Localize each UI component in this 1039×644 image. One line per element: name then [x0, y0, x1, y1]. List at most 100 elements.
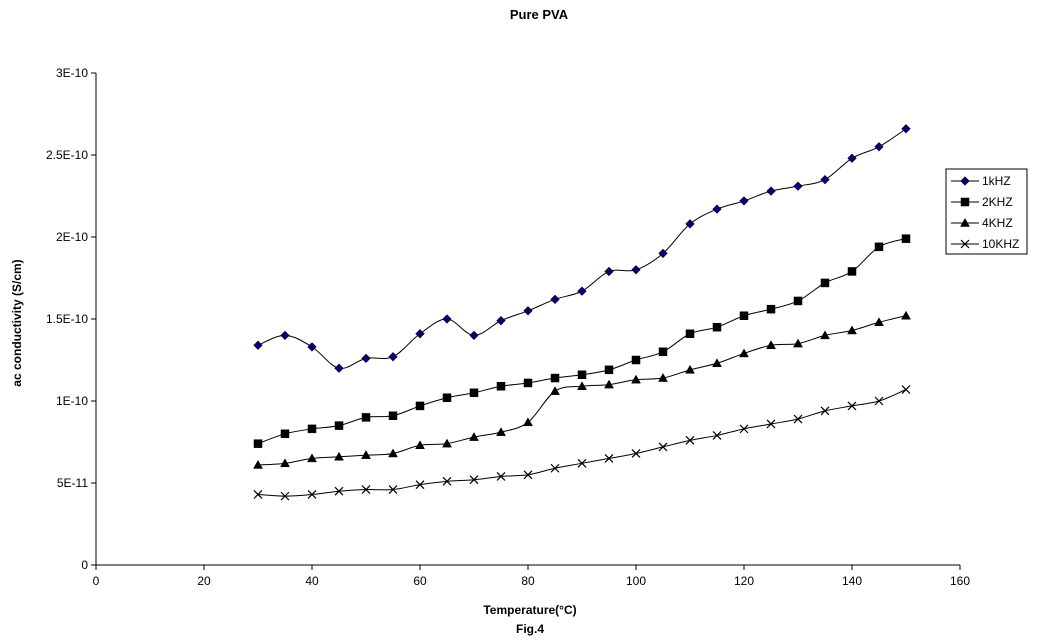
x-tick-label: 20 — [197, 574, 211, 588]
data-point — [388, 352, 398, 362]
data-point — [739, 196, 749, 206]
data-point — [361, 413, 371, 422]
data-point — [874, 317, 884, 327]
data-point — [280, 458, 290, 468]
data-point — [712, 431, 722, 440]
data-point — [766, 340, 776, 349]
y-tick-label: 0 — [81, 558, 88, 572]
data-point — [361, 353, 371, 363]
x-tick-label: 160 — [950, 574, 970, 588]
series-1kHZ — [253, 124, 911, 373]
y-tick-label: 5E-11 — [57, 476, 88, 490]
data-point — [847, 325, 857, 335]
legend-item: 4KHZ — [951, 216, 1013, 230]
data-point — [658, 373, 668, 382]
data-point — [415, 440, 425, 450]
x-tick-label: 60 — [413, 574, 427, 588]
data-point — [685, 364, 695, 374]
data-point — [901, 234, 911, 243]
data-point — [631, 265, 641, 275]
data-point — [577, 381, 587, 390]
data-point — [712, 322, 722, 332]
data-point — [577, 370, 587, 380]
data-point — [469, 388, 479, 398]
data-point — [874, 142, 884, 152]
data-point — [523, 378, 533, 388]
series-line — [257, 128, 907, 369]
data-point — [793, 296, 803, 306]
data-point — [253, 459, 263, 469]
data-point — [793, 181, 803, 191]
data-point — [442, 438, 452, 448]
data-point — [388, 448, 398, 458]
data-point — [847, 153, 857, 163]
y-tick-label: 2E-10 — [56, 230, 88, 244]
x-tick-label: 80 — [521, 574, 535, 588]
data-point — [874, 396, 884, 406]
data-point — [550, 386, 560, 395]
y-ticks: 0 5E-11 1E-10 1.5E-10 2E-10 2.5E-10 3E-10 — [46, 66, 96, 572]
legend-label: 1kHZ — [982, 174, 1011, 188]
data-point — [847, 267, 857, 276]
data-point — [820, 406, 830, 416]
data-point — [280, 491, 290, 501]
data-point — [307, 490, 317, 499]
series-line — [257, 315, 907, 466]
series-line — [257, 238, 907, 445]
data-point — [550, 373, 560, 383]
data-point — [523, 470, 533, 480]
data-point — [550, 294, 560, 304]
data-point — [739, 424, 749, 434]
y-tick-label: 1.5E-10 — [46, 312, 88, 326]
data-point — [631, 449, 641, 458]
data-point — [334, 421, 344, 430]
chart-title: Pure PVA — [510, 7, 569, 22]
x-ticks: 0 20 40 60 80 100 120 140 160 — [93, 565, 970, 588]
data-point — [820, 174, 830, 185]
data-point — [712, 204, 722, 214]
legend-marker — [960, 176, 970, 186]
data-point — [253, 439, 263, 448]
data-point — [496, 316, 506, 326]
legend-marker — [960, 217, 970, 227]
series-line — [257, 389, 907, 497]
data-point — [523, 306, 533, 316]
y-tick-label: 2.5E-10 — [46, 148, 88, 162]
data-point — [469, 475, 479, 485]
data-point — [604, 266, 614, 277]
data-point — [658, 248, 668, 259]
legend-box — [945, 168, 1028, 255]
data-point — [739, 311, 749, 320]
data-point — [307, 424, 317, 434]
data-point — [793, 414, 803, 424]
legend: 1kHZ 2KHZ 4KHZ 10KHZ — [945, 168, 1028, 255]
data-point — [604, 379, 614, 389]
legend-label: 4KHZ — [982, 216, 1013, 230]
data-point — [334, 486, 344, 496]
series-4KHZ — [253, 310, 911, 469]
data-point — [820, 278, 830, 288]
data-point — [415, 329, 425, 339]
series-10KHZ — [253, 385, 911, 501]
legend-label: 2KHZ — [982, 195, 1013, 209]
x-tick-label: 100 — [626, 574, 646, 588]
data-point — [577, 286, 587, 296]
series-layer — [253, 124, 911, 501]
data-point — [280, 429, 290, 439]
data-point — [712, 358, 722, 368]
data-point — [874, 242, 884, 252]
data-point — [415, 480, 425, 490]
data-point — [442, 476, 452, 486]
data-point — [658, 347, 668, 357]
x-axis-label: Temperature(°C) — [483, 603, 576, 617]
data-point — [901, 385, 911, 394]
y-axis-label: ac conductivity (S/cm) — [10, 259, 24, 386]
legend-item: 1kHZ — [951, 174, 1011, 188]
data-point — [523, 417, 533, 427]
series-2KHZ — [253, 234, 911, 448]
data-point — [604, 453, 614, 463]
data-point — [685, 329, 695, 339]
data-point — [334, 363, 344, 373]
data-point — [280, 330, 290, 341]
